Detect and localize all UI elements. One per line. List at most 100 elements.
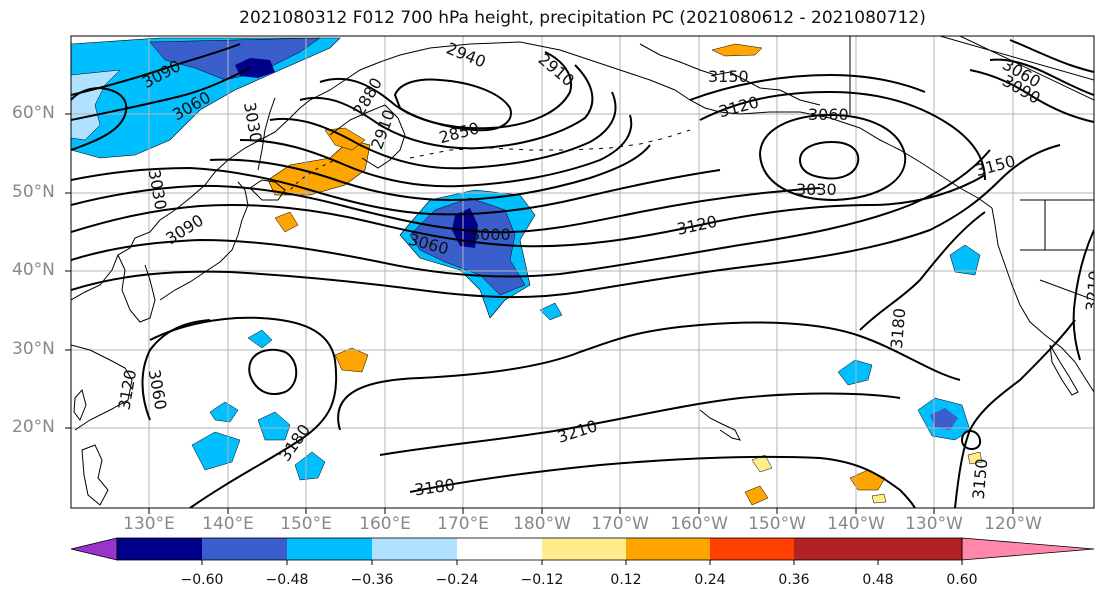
contour-3090-far-ne <box>969 69 1094 123</box>
blue-patch-8 <box>294 451 326 481</box>
contour-3000 <box>209 144 651 202</box>
contour-3150-ring <box>960 430 982 450</box>
blue-patch-2 <box>949 244 981 276</box>
colorbar-tick-label: −0.60 <box>180 572 224 588</box>
lon-label: 160°W <box>670 514 728 534</box>
contour-label: 3180 <box>887 307 909 349</box>
contour-3030 <box>71 166 721 216</box>
coast-philippines <box>81 444 109 506</box>
coast-asia <box>71 41 521 301</box>
lon-label: 180°W <box>513 514 571 534</box>
contour-3210-east <box>1072 229 1094 361</box>
contour-3120-ne <box>689 73 926 101</box>
colorbar-tick-label: 0.60 <box>946 572 978 588</box>
contour-3060-nw <box>71 67 251 121</box>
coast-kuriles <box>284 159 336 196</box>
plot-frame <box>70 35 1095 509</box>
lon-label: 150°E <box>280 514 332 534</box>
blue-patch-3 <box>837 359 873 386</box>
blue-patch-6 <box>209 401 239 423</box>
orange-patch-3 <box>711 43 763 57</box>
colorbar-tick-label: −0.24 <box>435 572 479 588</box>
orange-patch-1 <box>274 211 299 233</box>
coast-japan-honshu <box>159 181 249 301</box>
coast-sakhalin <box>257 97 276 171</box>
coast-japan-hokkaido <box>249 179 286 201</box>
coast-hawaii <box>699 409 741 441</box>
negative-anomaly-regions <box>71 37 981 481</box>
lat-label: 30°N <box>12 339 55 359</box>
contour-3090-ne <box>699 90 986 181</box>
navy-core-mid <box>452 208 478 248</box>
contour-label: 3000 <box>470 225 511 244</box>
lon-label: 170°E <box>437 514 489 534</box>
contour-3060-low-ne <box>758 113 907 202</box>
contour-3120 <box>71 149 991 278</box>
contour-3180-south <box>149 316 338 508</box>
blue-patch-9 <box>247 329 273 349</box>
contour-3120-west <box>141 319 211 421</box>
lat-label: 50°N <box>12 182 55 202</box>
colorbar <box>70 537 1095 565</box>
colorbar-segment <box>794 538 878 560</box>
colorbar-tick-label: 0.36 <box>778 572 810 588</box>
navy-core-northwest <box>235 58 275 78</box>
positive-anomaly-regions <box>267 43 983 506</box>
colorbar-segment <box>372 538 457 560</box>
coast-alaska <box>519 41 993 209</box>
contour-3180-bottom <box>409 455 916 508</box>
medblue-patch-4 <box>930 408 958 430</box>
yellow-patch-2 <box>871 493 887 504</box>
lon-label: 150°W <box>748 514 806 534</box>
colorbar-left-extension <box>70 537 118 561</box>
orange-patch-2 <box>334 347 369 373</box>
colorbar-segment <box>457 538 542 560</box>
colorbar-segment <box>117 538 202 560</box>
colorbar-segment <box>626 538 710 560</box>
map-title: 2021080312 F012 700 hPa height, precipit… <box>239 8 926 28</box>
lon-label: 130°E <box>123 514 175 534</box>
coast-taiwan <box>73 388 87 422</box>
contour-3210-lower <box>379 392 901 456</box>
axis-ticks <box>65 113 1014 514</box>
lat-label: 40°N <box>12 260 55 280</box>
lat-label: 60°N <box>12 103 55 123</box>
colorbar-tick-label: −0.12 <box>520 572 564 588</box>
lon-label: 120°W <box>984 514 1042 534</box>
coast-baja <box>1049 344 1079 396</box>
contour-2850 <box>393 78 512 132</box>
colorbar-tick-label: 0.24 <box>694 572 726 588</box>
colorbar-tick-label: 0.12 <box>610 572 642 588</box>
yellow-patch-3 <box>967 451 983 465</box>
colorbar-tick-label: −0.36 <box>350 572 394 588</box>
coast-china-south <box>71 344 133 431</box>
blue-patch-1 <box>539 302 563 321</box>
lon-label: 170°W <box>591 514 649 534</box>
contour-3180-east <box>859 211 986 331</box>
contour-3060-far-ne <box>989 58 1094 96</box>
coast-bering-inner <box>639 43 821 106</box>
orange-patch-5 <box>744 485 769 506</box>
contour-3030-low-ne <box>798 140 860 180</box>
contour-2910 <box>299 64 594 150</box>
colorbar-segment <box>287 538 372 560</box>
contour-2970 <box>239 114 633 188</box>
colorbar-segment <box>710 538 794 560</box>
colorbar-right-extension <box>961 537 1095 561</box>
coast-kamchatka <box>329 104 406 169</box>
contour-label: 3060 <box>808 105 849 124</box>
lat-label: 20°N <box>12 417 55 437</box>
contour-3060 <box>71 184 821 234</box>
lon-label: 160°E <box>359 514 411 534</box>
colorbar-segment <box>542 538 626 560</box>
height-contours <box>71 39 1094 508</box>
contour-label: 3150 <box>708 67 749 86</box>
coast-north-america <box>991 207 1094 393</box>
colorbar-tick-label: −0.48 <box>265 572 309 588</box>
lon-label: 140°E <box>202 514 254 534</box>
contour-3150 <box>71 144 1061 299</box>
contour-label: 3210 <box>1082 270 1104 312</box>
contour-3210-south <box>337 321 961 431</box>
colorbar-segment <box>202 538 287 560</box>
